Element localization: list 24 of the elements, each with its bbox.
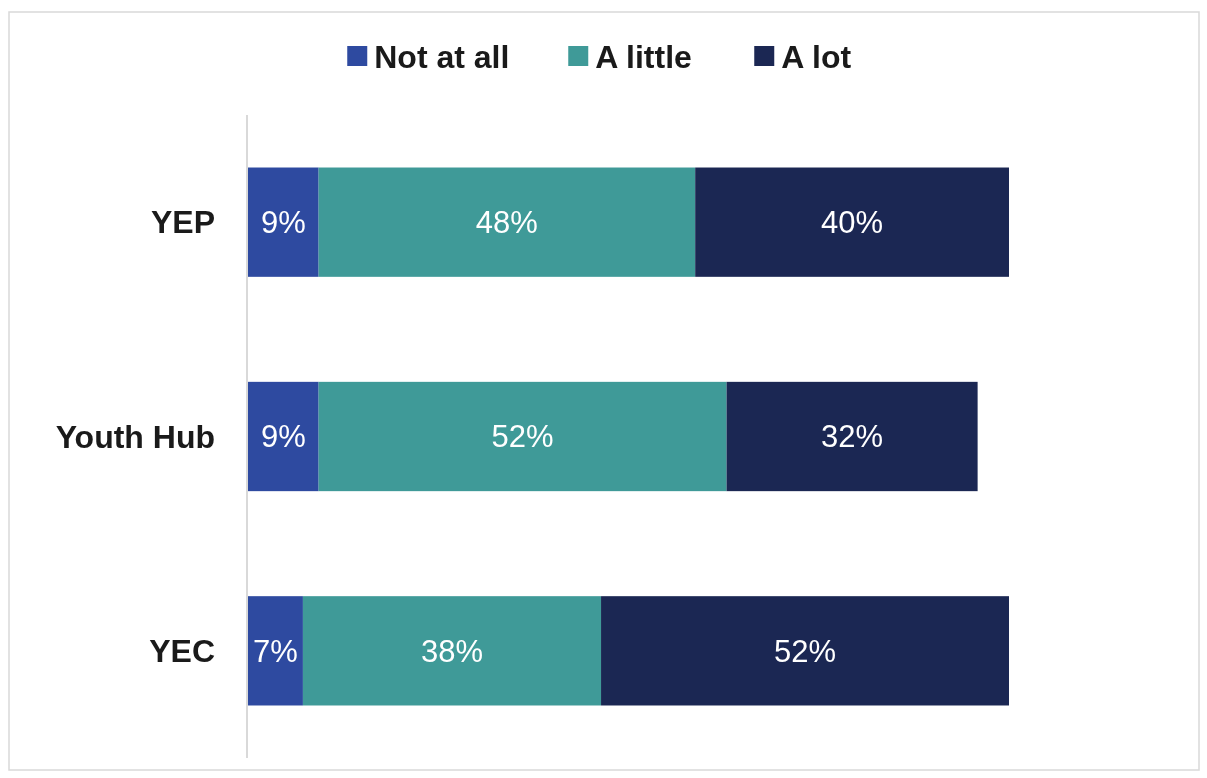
bar <box>695 167 1009 277</box>
bar <box>248 596 303 706</box>
data-label: 9% <box>260 205 306 241</box>
data-label: 48% <box>475 205 538 241</box>
data-label: 40% <box>821 205 884 241</box>
legend-label: A lot <box>781 39 852 76</box>
data-label: 52% <box>774 633 837 669</box>
data-label: 38% <box>420 633 483 669</box>
data-label: 9% <box>260 419 306 455</box>
legend-label: Not at all <box>374 39 510 76</box>
bar <box>726 381 978 492</box>
bar <box>601 596 1009 706</box>
data-label: 32% <box>821 419 884 455</box>
y-tick-label: Youth Hub <box>55 418 215 455</box>
legend-label: A little <box>595 39 692 76</box>
bar <box>302 596 602 706</box>
data-label: 52% <box>491 419 554 455</box>
y-tick-label: YEP <box>150 204 215 241</box>
bar <box>248 381 319 492</box>
bar <box>248 167 319 277</box>
data-label: 7% <box>253 633 298 669</box>
bar <box>318 381 727 492</box>
bar <box>318 167 696 277</box>
y-tick-label: YEC <box>149 633 215 670</box>
